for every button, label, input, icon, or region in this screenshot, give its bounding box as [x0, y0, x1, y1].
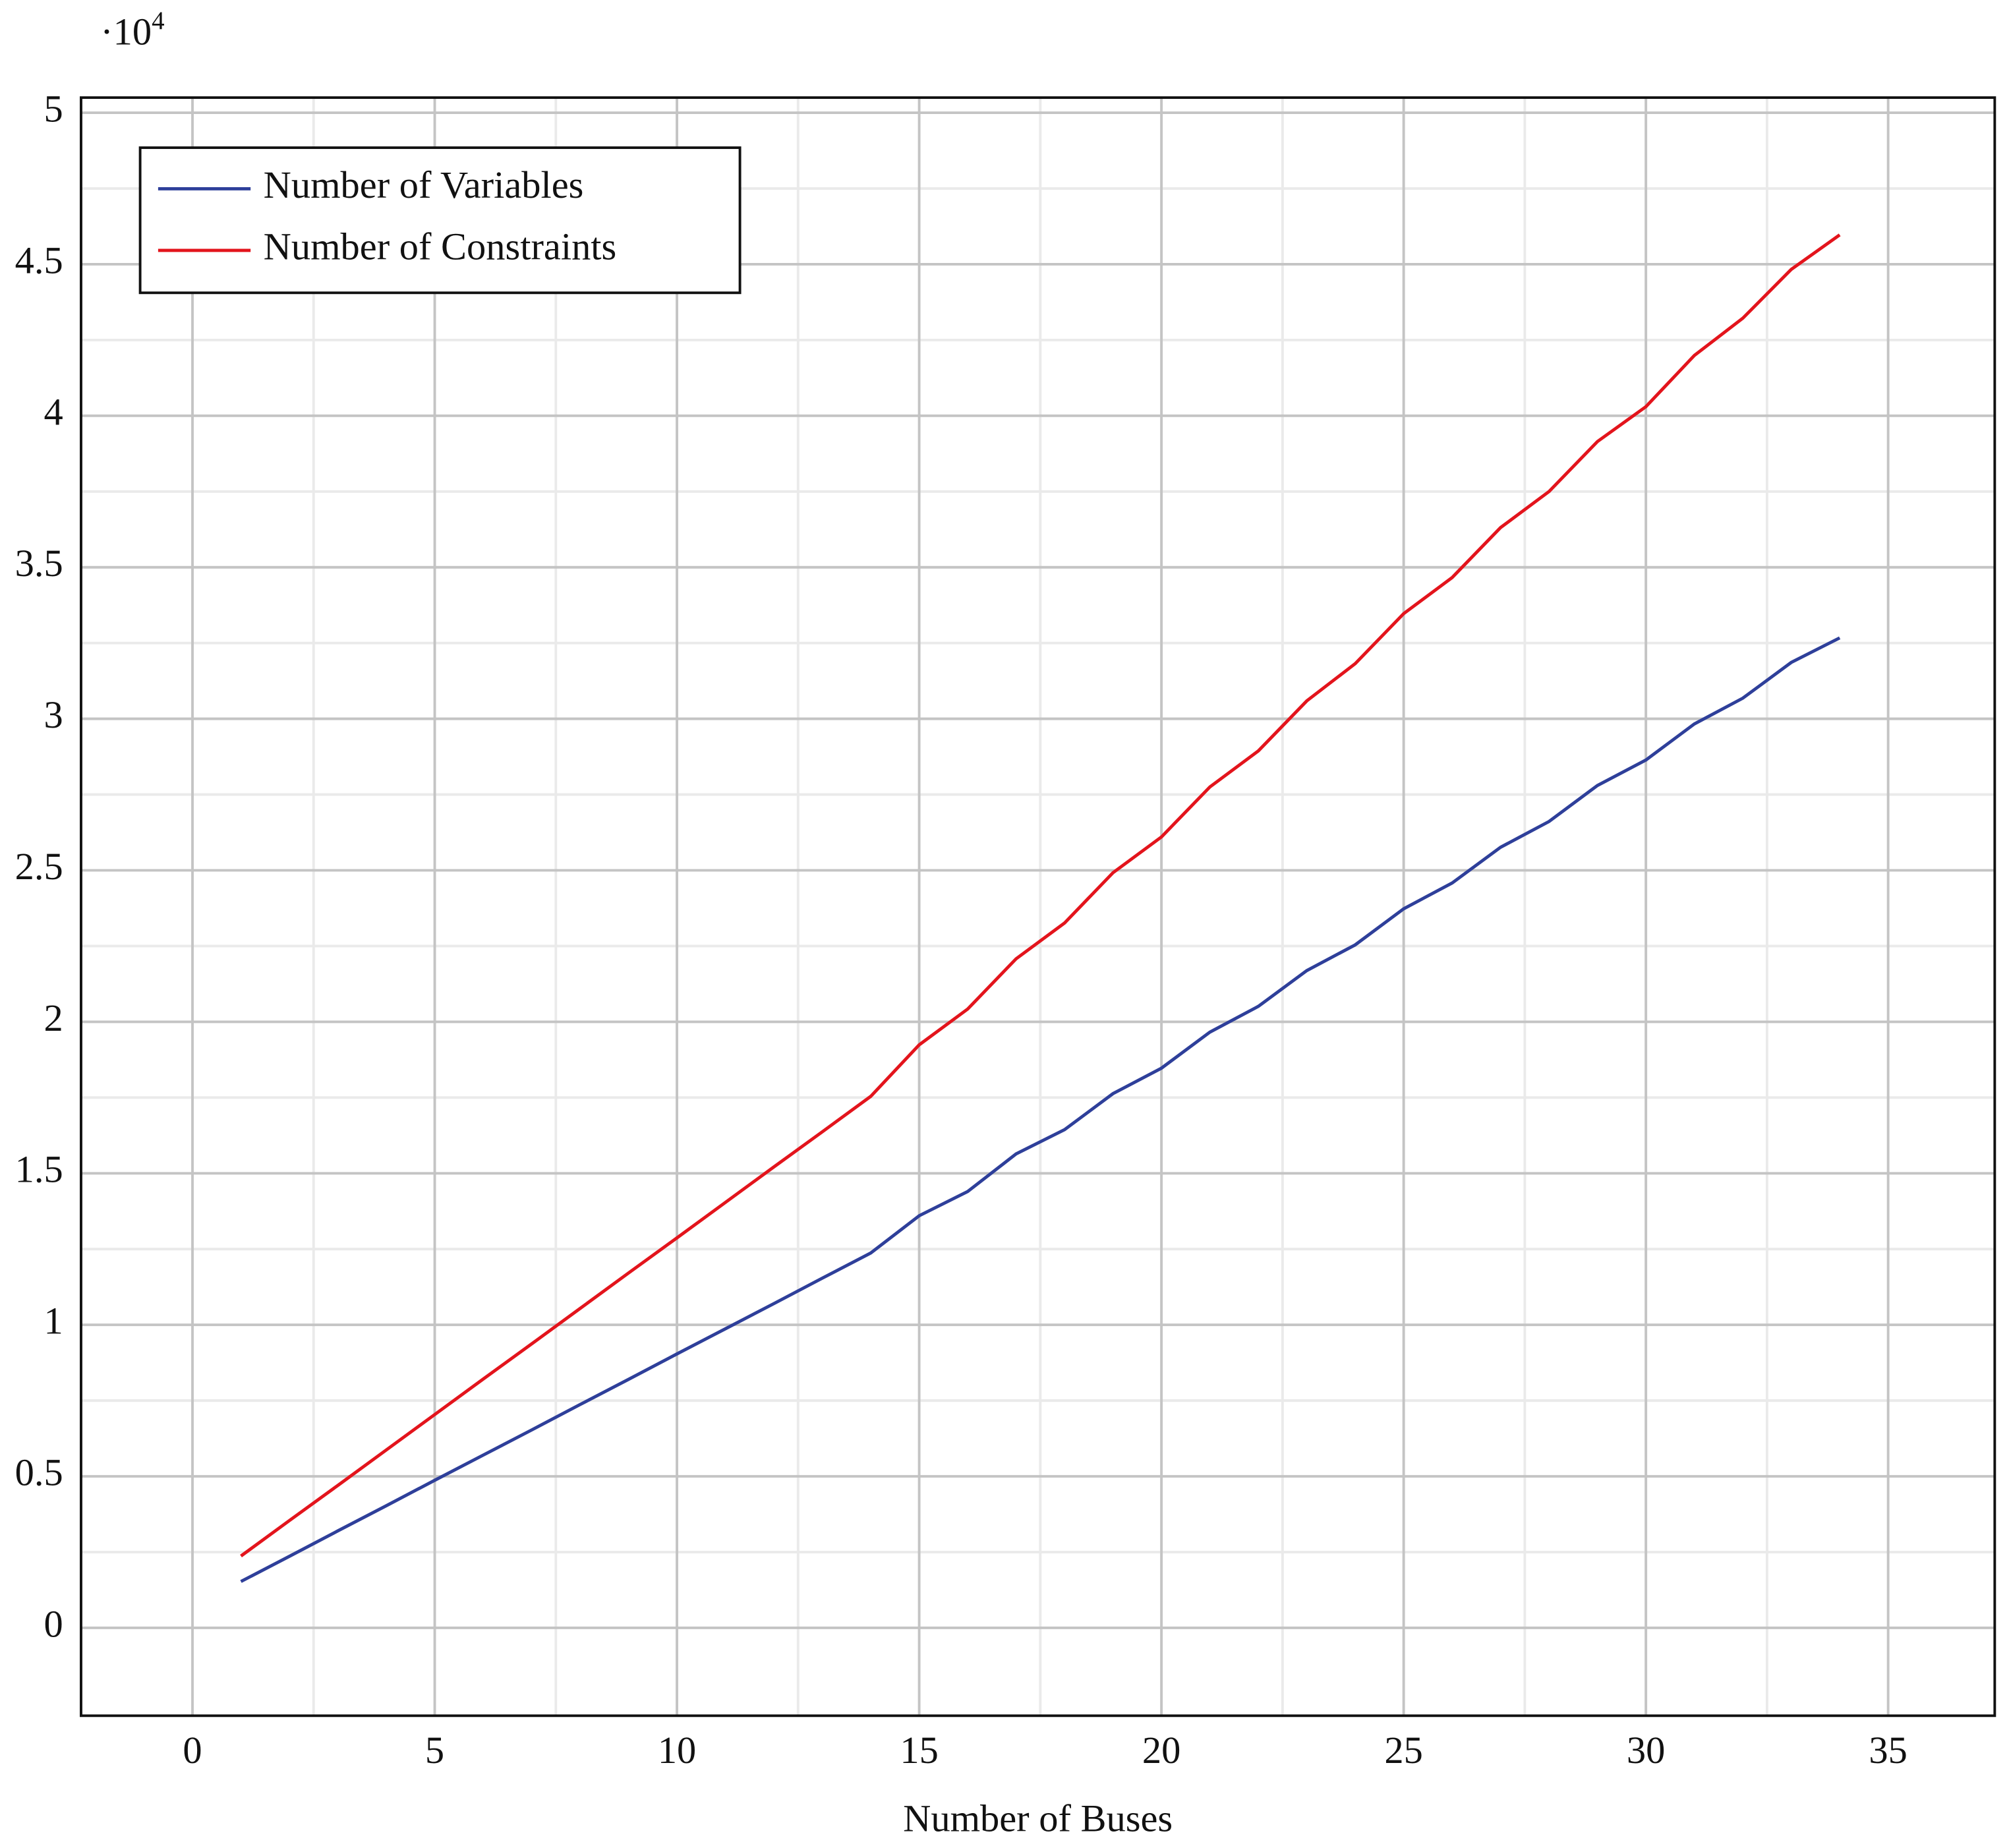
multiplier-exponent: 4: [152, 7, 164, 35]
y-tick-label: 2.5: [15, 845, 63, 888]
legend-label: Number of Constraints: [264, 225, 617, 268]
y-tick-label: 2: [44, 996, 63, 1039]
y-tick-label: 1.5: [15, 1148, 63, 1191]
x-axis-label: Number of Buses: [903, 1797, 1173, 1839]
x-tick-label: 5: [425, 1729, 444, 1772]
x-tick-label: 10: [658, 1729, 696, 1772]
y-tick-label: 5: [44, 87, 63, 130]
y-multiplier: ·104: [100, 7, 164, 53]
x-tick-label: 0: [183, 1729, 202, 1772]
y-tick-label: 1: [44, 1300, 63, 1343]
multiplier-base: ·10: [100, 11, 152, 53]
y-tick-label: 3: [44, 693, 63, 736]
y-tick-label: 3.5: [15, 542, 63, 585]
y-tick-label: 0.5: [15, 1451, 63, 1493]
x-tick-label: 25: [1384, 1729, 1422, 1772]
y-tick-label: 4: [44, 390, 63, 433]
x-tick-label: 15: [900, 1729, 938, 1772]
x-tick-label: 35: [1869, 1729, 1907, 1772]
legend-label: Number of Variables: [264, 163, 584, 206]
y-tick-label: 0: [44, 1602, 63, 1645]
x-tick-label: 30: [1627, 1729, 1665, 1772]
y-tick-label: 4.5: [15, 239, 63, 281]
legend-box: [138, 146, 742, 295]
x-tick-label: 20: [1142, 1729, 1180, 1772]
data-line: [240, 233, 1841, 1557]
plot-frame: [80, 96, 1996, 1718]
data-line: [240, 636, 1841, 1583]
